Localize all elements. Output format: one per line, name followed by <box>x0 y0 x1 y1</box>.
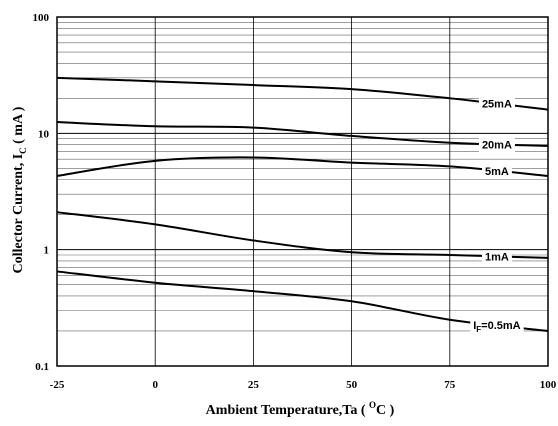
x-axis-label: Ambient Temperature,Ta ( OC ) <box>206 400 395 418</box>
y-tick-label: 100 <box>33 12 50 24</box>
x-tick-label: 100 <box>540 379 557 391</box>
tick-labels: -25 0 25 50 75 100 0.1 1 10 100 <box>33 12 557 391</box>
series-label-layer: 25mA 20mA 5mA 1mA IF=0.5mA <box>470 97 524 336</box>
y-tick-label: 0.1 <box>35 361 49 373</box>
x-axis-label-main: Ambient Temperature,Ta ( <box>206 403 369 418</box>
series-line <box>56 76 549 111</box>
x-tick-label: 50 <box>346 379 358 391</box>
y-axis-label: Collector Current, IC ( mA ) <box>11 106 28 273</box>
x-tick-label: 0 <box>152 379 158 391</box>
y-tick-label: 10 <box>38 128 50 140</box>
plot-frame <box>56 16 549 367</box>
x-axis-label-sup: O <box>369 400 376 410</box>
series-label-background <box>478 138 515 153</box>
grid <box>57 17 548 366</box>
series-label: IF=0.5mA <box>473 320 520 334</box>
series-label-background <box>482 250 512 265</box>
series-line <box>56 211 549 259</box>
series-label: 1mA <box>485 251 509 263</box>
x-tick-label: 25 <box>248 379 260 391</box>
y-axis-label-main: Collector Current, I <box>11 154 26 274</box>
y-tick-label: 1 <box>44 245 50 257</box>
series-label-background <box>470 319 524 336</box>
series-label: 25mA <box>482 99 512 111</box>
y-axis-label-sub: C <box>18 147 28 154</box>
series-label-background <box>478 97 515 112</box>
y-axis-label-unit: ( mA ) <box>11 106 26 147</box>
x-axis-label-unit: C ) <box>376 403 395 418</box>
series-label: 20mA <box>482 139 512 151</box>
x-tick-label: 75 <box>444 379 456 391</box>
series-line <box>56 270 549 332</box>
series-label: 5mA <box>485 166 509 178</box>
x-tick-label: -25 <box>50 379 65 391</box>
series-label-background <box>482 164 512 179</box>
series-line <box>56 121 549 147</box>
series-line <box>56 156 549 177</box>
series-layer <box>56 76 549 332</box>
